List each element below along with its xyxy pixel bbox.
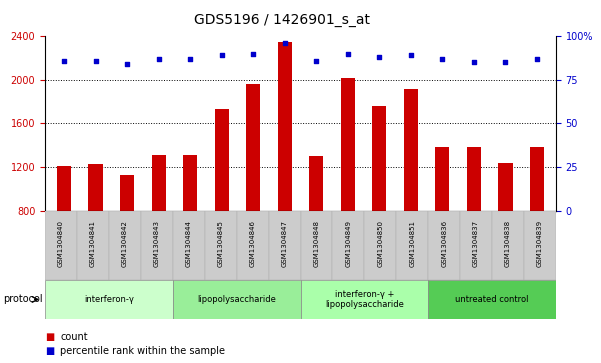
Bar (332, 211, 364, 280)
Text: untreated control: untreated control (456, 295, 529, 304)
Text: lipopolysaccharide: lipopolysaccharide (197, 295, 276, 304)
Bar (77, 211, 109, 280)
Bar (467, 147, 481, 298)
Text: GSM1304840: GSM1304840 (58, 220, 64, 267)
Text: GSM1304844: GSM1304844 (186, 220, 192, 267)
Bar (372, 106, 386, 298)
Bar (492, 211, 524, 280)
Point (311, 58, 321, 64)
Text: GDS5196 / 1426901_s_at: GDS5196 / 1426901_s_at (195, 13, 370, 27)
Bar (88, 164, 103, 298)
Point (406, 53, 416, 58)
Text: GSM1304851: GSM1304851 (409, 220, 415, 267)
Bar (341, 78, 355, 298)
Bar (173, 211, 205, 280)
Point (122, 61, 132, 67)
Bar (57, 166, 71, 298)
Text: GSM1304837: GSM1304837 (473, 220, 479, 267)
Text: percentile rank within the sample: percentile rank within the sample (60, 346, 225, 356)
Point (217, 53, 227, 58)
Text: count: count (60, 332, 88, 342)
Bar (428, 211, 460, 280)
Text: GSM1304836: GSM1304836 (441, 220, 447, 267)
Point (501, 60, 510, 65)
Text: GSM1304847: GSM1304847 (281, 220, 287, 267)
Text: GSM1304848: GSM1304848 (314, 220, 320, 267)
Point (532, 56, 542, 62)
Point (185, 56, 195, 62)
Point (248, 51, 258, 57)
Point (438, 56, 447, 62)
Bar (215, 109, 229, 298)
Bar (364, 211, 396, 280)
Bar (530, 147, 544, 298)
Bar (45, 280, 173, 319)
Bar (396, 211, 429, 280)
Text: ■: ■ (45, 346, 54, 356)
Text: GSM1304838: GSM1304838 (505, 220, 511, 267)
Point (469, 60, 479, 65)
Bar (183, 155, 197, 298)
Bar (173, 280, 300, 319)
Bar (428, 280, 556, 319)
Bar (524, 211, 556, 280)
Point (374, 54, 384, 60)
Text: ■: ■ (45, 332, 54, 342)
Text: GSM1304850: GSM1304850 (377, 220, 383, 267)
Bar (151, 155, 166, 298)
Point (343, 51, 353, 57)
Bar (45, 211, 77, 280)
Bar (309, 156, 323, 298)
Bar (120, 175, 134, 298)
Point (59, 58, 69, 64)
Text: GSM1304843: GSM1304843 (154, 220, 160, 267)
Bar (269, 211, 300, 280)
Text: interferon-γ +
lipopolysaccharide: interferon-γ + lipopolysaccharide (325, 290, 404, 309)
Bar (404, 89, 418, 298)
Text: GSM1304839: GSM1304839 (537, 220, 543, 267)
Bar (109, 211, 141, 280)
Bar (141, 211, 173, 280)
Bar (278, 42, 292, 298)
Point (280, 40, 290, 46)
Bar (460, 211, 492, 280)
Text: interferon-γ: interferon-γ (84, 295, 134, 304)
Bar (300, 280, 429, 319)
Bar (435, 147, 450, 298)
Bar (246, 84, 260, 298)
Point (91, 58, 100, 64)
Bar (237, 211, 269, 280)
Text: protocol: protocol (3, 294, 43, 305)
Text: GSM1304841: GSM1304841 (90, 220, 96, 267)
Bar (498, 163, 513, 298)
Text: GSM1304849: GSM1304849 (346, 220, 352, 267)
Text: GSM1304845: GSM1304845 (218, 220, 224, 267)
Text: GSM1304842: GSM1304842 (122, 220, 128, 267)
Bar (300, 211, 332, 280)
Bar (205, 211, 237, 280)
Point (154, 56, 163, 62)
Text: GSM1304846: GSM1304846 (249, 220, 255, 267)
